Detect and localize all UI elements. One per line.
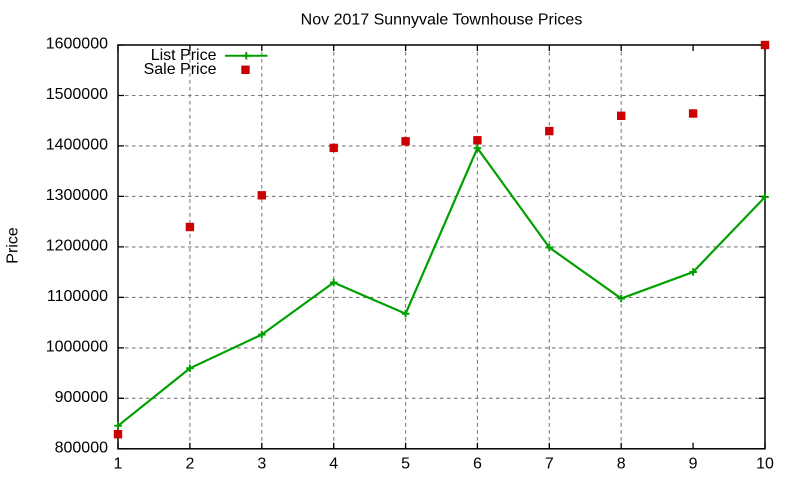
svg-text:900000: 900000 [55, 389, 108, 406]
svg-text:1600000: 1600000 [46, 36, 108, 53]
svg-text:2: 2 [185, 456, 194, 473]
svg-text:1100000: 1100000 [47, 288, 108, 305]
svg-text:3: 3 [257, 456, 266, 473]
svg-text:1300000: 1300000 [46, 187, 108, 204]
svg-text:7: 7 [545, 456, 554, 473]
svg-text:6: 6 [473, 456, 482, 473]
svg-text:10: 10 [756, 456, 774, 473]
svg-text:Price: Price [5, 227, 22, 264]
svg-text:1400000: 1400000 [46, 136, 108, 153]
svg-text:1500000: 1500000 [46, 86, 108, 103]
svg-text:List Price: List Price [151, 47, 217, 64]
svg-text:5: 5 [401, 456, 410, 473]
svg-text:9: 9 [689, 456, 698, 473]
svg-text:Nov 2017 Sunnyvale Townhouse P: Nov 2017 Sunnyvale Townhouse Prices [301, 12, 583, 29]
svg-text:4: 4 [329, 456, 338, 473]
svg-text:8: 8 [617, 456, 626, 473]
svg-text:800000: 800000 [55, 439, 108, 456]
svg-text:1000000: 1000000 [46, 338, 108, 355]
svg-text:Sale Price: Sale Price [144, 61, 217, 78]
svg-text:1: 1 [114, 456, 123, 473]
svg-text:1200000: 1200000 [46, 237, 108, 254]
